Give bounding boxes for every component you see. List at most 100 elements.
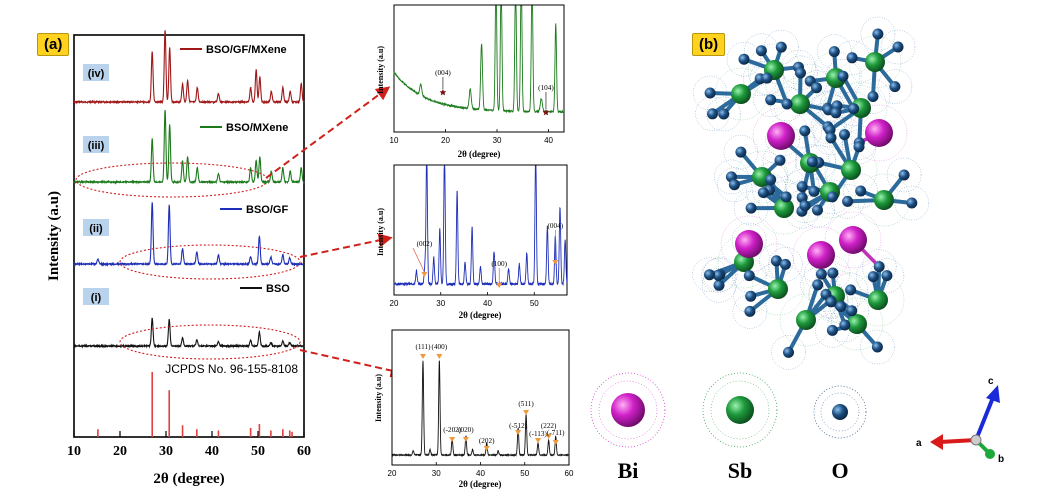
inset-top-x-label: 2θ (degree): [458, 149, 501, 159]
pattern-tag-box: [83, 64, 109, 81]
sb-shell: [779, 293, 833, 347]
inset-mid-x-label: 2θ (degree): [459, 310, 502, 320]
o-shell: [860, 329, 895, 365]
peak-star-icon: [542, 109, 550, 116]
inset-x-tick-label: 20: [390, 299, 399, 308]
o-atom: [906, 197, 918, 209]
peak-marker-icon: [515, 430, 522, 435]
o-atom: [707, 108, 718, 120]
o-atom: [839, 129, 850, 141]
main-x-label: 2θ (degree): [153, 471, 224, 487]
peak-marker-icon: [483, 446, 490, 451]
o-atom: [775, 41, 787, 53]
o-atom: [846, 52, 858, 64]
peak-marker-icon: [449, 437, 456, 442]
inset-pattern-line: [391, 360, 570, 458]
o-atom: [871, 341, 883, 353]
o-atom: [873, 261, 885, 273]
inset-x-tick-label: 30: [432, 469, 441, 478]
o-atom: [825, 132, 837, 144]
o-shell: [723, 134, 759, 170]
o-atom: [872, 28, 884, 40]
inset-x-tick-label: 60: [565, 469, 574, 478]
o-atom: [745, 290, 757, 302]
legend-bi-label: Bi: [618, 458, 639, 483]
bi-atom: [767, 122, 795, 150]
o-atom: [738, 53, 750, 65]
o-shell: [886, 157, 922, 193]
o-atom: [783, 346, 794, 358]
inset-annotation: (-711): [547, 429, 565, 437]
o-sphere-icon: [832, 404, 848, 420]
pattern-line: [73, 109, 305, 185]
o-atom: [765, 94, 777, 106]
pattern-line: [73, 30, 305, 105]
crystal-structure: [692, 16, 930, 370]
inset-annotation: (004): [435, 69, 451, 77]
inset-bottom-plot: Intensity (a.u) 2θ (degree) 20 30 40 50 60 (1…: [374, 329, 574, 489]
bi-atom: [839, 226, 867, 254]
annotation-leader: [412, 247, 425, 273]
inset-x-tick-label: 50: [530, 299, 539, 308]
arrow-to-top-inset: [265, 86, 391, 179]
inset-annotation: (004): [548, 222, 564, 230]
pattern-tag: (iv): [88, 68, 105, 80]
pattern-3: (i) BSO: [73, 283, 305, 349]
sb-atom: [731, 84, 751, 104]
sb-shell: [824, 143, 878, 197]
sb-shell: [735, 150, 789, 204]
main-x-tick-label: 10: [67, 444, 81, 459]
o-atom: [718, 108, 730, 120]
o-atom: [795, 67, 806, 79]
bi-sphere-icon: [611, 393, 645, 427]
sb-shell: [717, 235, 771, 289]
o-atom: [728, 179, 740, 191]
o-atom: [811, 82, 822, 94]
o-atom: [846, 305, 858, 317]
sb-shell: [834, 81, 888, 135]
bi-shell: [850, 104, 908, 162]
peak-marker-icon: [421, 272, 428, 277]
inset-top-y-label: Intensity (a.u): [376, 46, 385, 94]
legend-label: BSO/MXene: [226, 122, 288, 134]
inset-top-plot: Intensity (a.u) 2θ (degree) 10 20 30 40 (004…: [376, 4, 565, 159]
o-atom: [704, 269, 715, 281]
bi-atom: [807, 241, 835, 269]
peak-marker-icon: [462, 437, 469, 442]
o-atom: [826, 191, 838, 203]
o-atom: [761, 72, 773, 84]
inset-annotation: (-202): [443, 426, 462, 434]
highlight-ellipse-iii: [75, 162, 269, 198]
connector-arrows: [265, 86, 405, 378]
o-shell: [702, 257, 738, 292]
sb-atom: [790, 94, 810, 114]
o-atom: [815, 268, 827, 280]
peak-star-icon: [439, 89, 447, 96]
reference-label: JCPDS No. 96-155-8108: [165, 362, 298, 376]
o-atom: [881, 270, 893, 282]
pattern-2: (ii) BSO/GF: [73, 202, 305, 267]
sb-shell: [751, 262, 805, 316]
o-shell: [726, 41, 762, 77]
sb-atom: [796, 310, 816, 330]
sb-atom: [768, 279, 788, 299]
o-atom: [855, 185, 867, 197]
o-atom: [828, 46, 840, 58]
b-axis-arrow-icon: [985, 449, 995, 459]
sb-shell: [848, 35, 902, 89]
inset-x-tick-label: 40: [476, 469, 485, 478]
inset-mid-frame: [393, 164, 568, 296]
legend-label: BSO/GF/MXene: [206, 44, 287, 56]
sb-shell: [830, 297, 884, 351]
sb-shell: [809, 51, 863, 105]
main-patterns: (iv) BSO/GF/MXene (iii) BSO/MXene (ii) BSO/GF…: [73, 30, 305, 349]
main-x-tick-label: 30: [159, 444, 173, 459]
inset-annotation: (104): [538, 84, 554, 92]
o-atom: [812, 204, 823, 216]
o-atom: [892, 41, 904, 53]
o-atom: [867, 91, 879, 102]
o-atom: [774, 154, 786, 166]
inset-annotation: (111): [415, 343, 431, 351]
c-axis-arrow-icon: [986, 385, 1000, 403]
